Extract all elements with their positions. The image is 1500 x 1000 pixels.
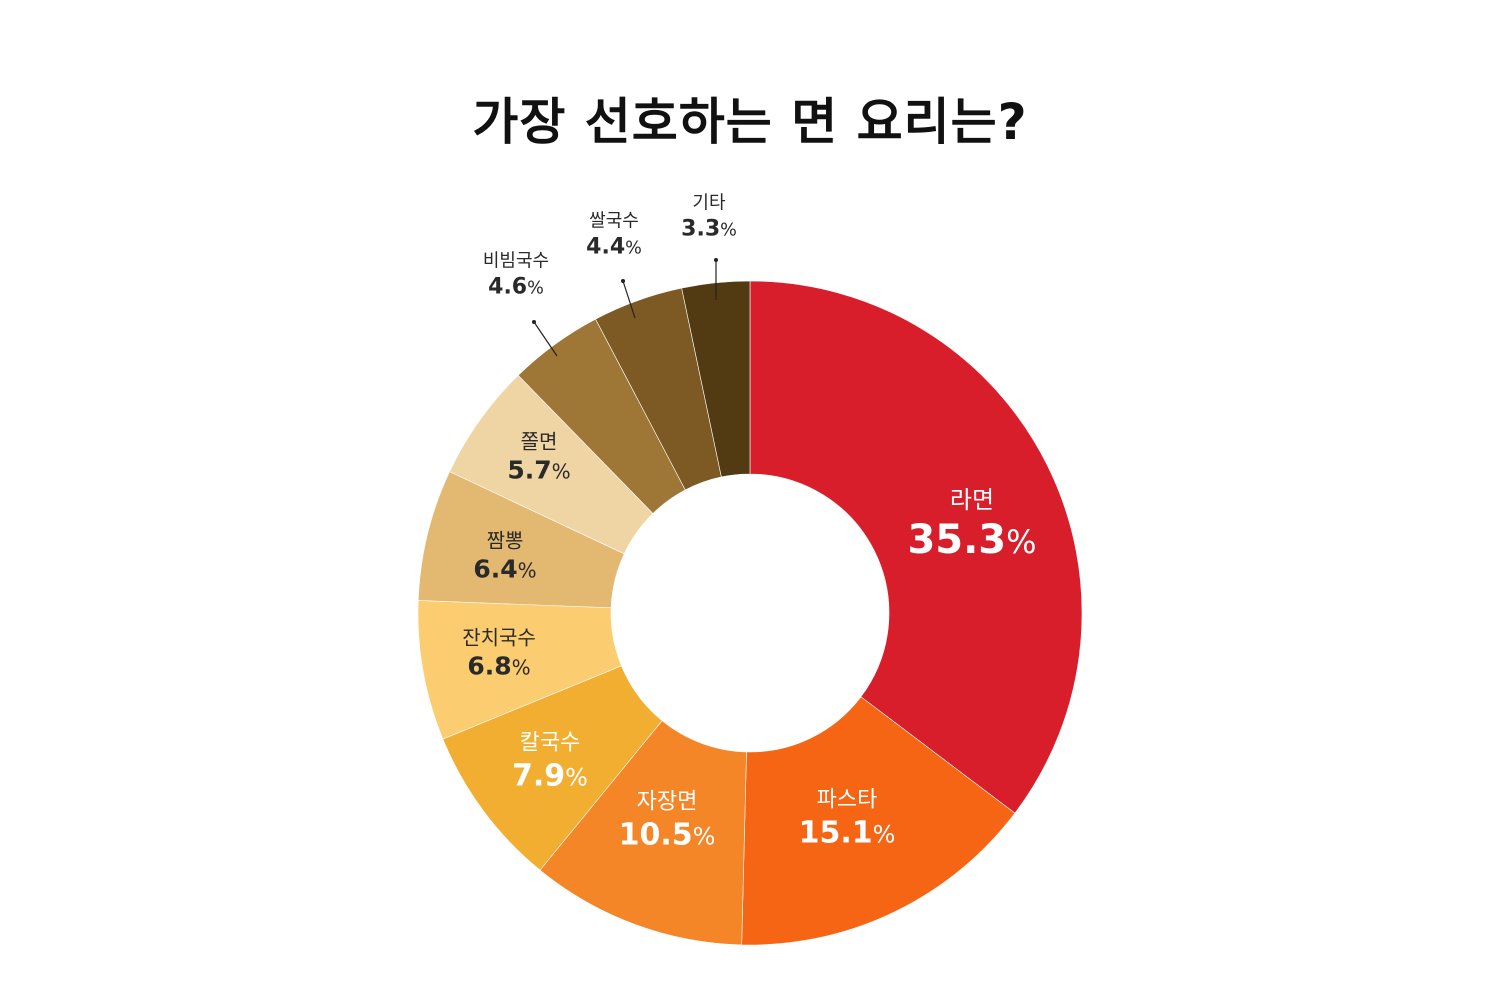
label-value: 10.5% <box>618 817 716 853</box>
label-jjolmyeon: 쫄면 5.7% <box>507 429 570 488</box>
slice-2 <box>741 696 1016 946</box>
label-name: 짬뽕 <box>486 528 524 553</box>
label-name: 라면 <box>949 486 995 514</box>
leader-dot <box>621 279 625 283</box>
label-other: 기타 3.3% <box>681 192 737 245</box>
leader-dot <box>714 258 718 262</box>
label-ssalguksu: 쌀국수 4.4% <box>586 210 642 263</box>
label-value: 7.9% <box>512 758 588 794</box>
label-kalguksu: 칼국수 7.9% <box>512 730 588 797</box>
label-pasta: 파스타 15.1% <box>799 787 896 854</box>
label-value: 35.3% <box>907 517 1037 563</box>
leader-line <box>533 321 558 357</box>
donut-slices <box>417 280 1083 946</box>
slice-3 <box>539 720 747 946</box>
label-name: 잔치국수 <box>462 625 536 650</box>
label-name: 기타 <box>692 192 726 214</box>
label-jajangmyeon: 자장면 10.5% <box>619 789 716 856</box>
label-ramen: 라면 35.3% <box>907 484 1036 566</box>
label-name: 칼국수 <box>519 730 581 756</box>
label-name: 쫄면 <box>520 429 558 454</box>
label-bibim-guksu: 비빔국수 4.6% <box>483 250 549 303</box>
label-name: 자장면 <box>636 789 698 815</box>
label-name: 쌀국수 <box>589 210 639 232</box>
label-value: 6.4% <box>473 554 537 584</box>
slice-10 <box>681 280 751 478</box>
label-value: 6.8% <box>467 651 531 681</box>
label-janchi-guksu: 잔치국수 6.8% <box>462 625 536 684</box>
slice-1 <box>749 280 1083 814</box>
label-value: 3.3% <box>681 216 737 242</box>
label-value: 5.7% <box>507 455 571 485</box>
label-jjamppong: 짬뽕 6.4% <box>473 528 536 587</box>
leader-lines <box>532 258 718 357</box>
chart-title: 가장 선호하는 면 요리는? <box>472 93 1028 151</box>
leader-dot <box>532 320 536 324</box>
label-name: 파스타 <box>816 787 878 813</box>
label-value: 15.1% <box>798 815 896 851</box>
leader-line <box>622 280 636 319</box>
label-value: 4.6% <box>488 274 544 300</box>
label-value: 4.4% <box>586 234 642 260</box>
label-name: 비빔국수 <box>482 250 550 272</box>
